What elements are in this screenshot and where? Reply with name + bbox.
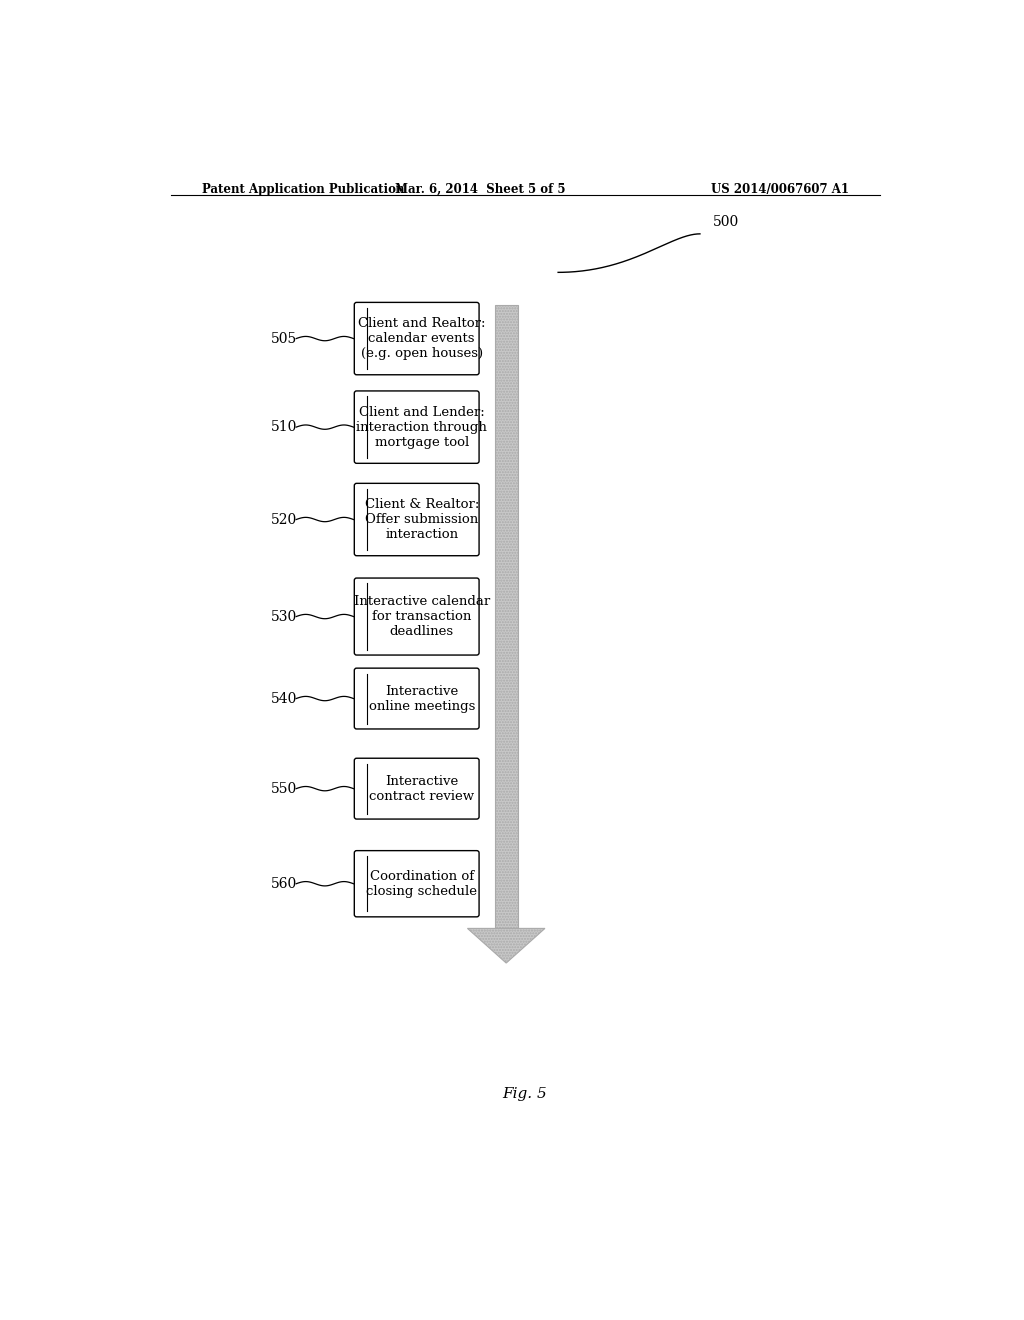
Bar	[495, 305, 518, 928]
Text: 500: 500	[713, 215, 739, 228]
Polygon shape	[467, 928, 545, 964]
Text: Interactive calendar
for transaction
deadlines: Interactive calendar for transaction dea…	[353, 595, 489, 638]
Text: Patent Application Publication: Patent Application Publication	[202, 183, 404, 197]
Text: Coordination of
closing schedule: Coordination of closing schedule	[367, 870, 477, 898]
Text: Interactive
contract review: Interactive contract review	[370, 775, 474, 803]
Text: Fig. 5: Fig. 5	[503, 1086, 547, 1101]
Text: Mar. 6, 2014  Sheet 5 of 5: Mar. 6, 2014 Sheet 5 of 5	[395, 183, 566, 197]
Text: 540: 540	[271, 692, 298, 706]
FancyBboxPatch shape	[354, 483, 479, 556]
Text: 560: 560	[271, 876, 298, 891]
Text: 510: 510	[271, 420, 298, 434]
FancyBboxPatch shape	[354, 578, 479, 655]
Text: 505: 505	[271, 331, 298, 346]
Text: 520: 520	[271, 512, 298, 527]
Text: Client and Realtor:
calendar events
(e.g. open houses): Client and Realtor: calendar events (e.g…	[358, 317, 485, 360]
FancyBboxPatch shape	[354, 302, 479, 375]
Text: 550: 550	[271, 781, 298, 796]
FancyBboxPatch shape	[354, 391, 479, 463]
FancyBboxPatch shape	[354, 668, 479, 729]
FancyBboxPatch shape	[354, 758, 479, 818]
Text: US 2014/0067607 A1: US 2014/0067607 A1	[711, 183, 849, 197]
Text: 530: 530	[271, 610, 298, 623]
Text: Client & Realtor:
Offer submission
interaction: Client & Realtor: Offer submission inter…	[365, 498, 479, 541]
FancyBboxPatch shape	[354, 850, 479, 917]
Text: Interactive
online meetings: Interactive online meetings	[369, 685, 475, 713]
Text: Client and Lender:
interaction through
mortgage tool: Client and Lender: interaction through m…	[356, 405, 487, 449]
